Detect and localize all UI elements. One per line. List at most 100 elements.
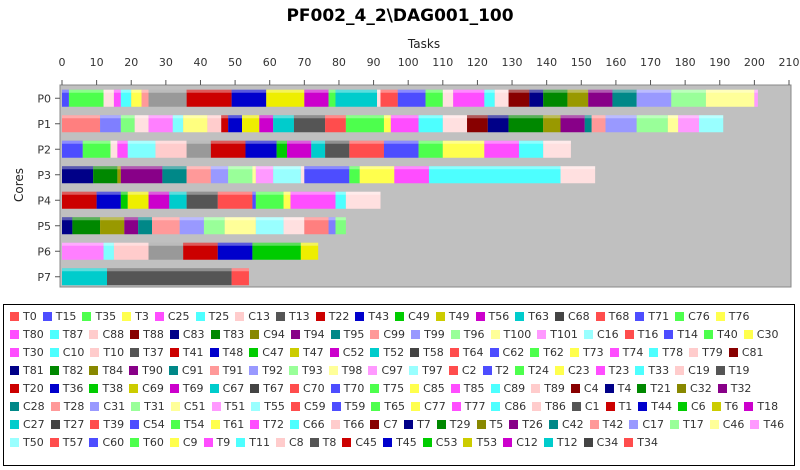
task-bar	[68, 89, 104, 107]
task-bar-highlight	[359, 166, 395, 170]
task-bar	[508, 89, 530, 107]
x-tick-label: 60	[263, 56, 277, 69]
legend-swatch	[410, 347, 420, 357]
task-bar	[62, 268, 108, 286]
core-label: P3	[37, 169, 51, 182]
legend-label: T33	[648, 363, 670, 377]
task-bar	[228, 115, 243, 133]
legend-swatch	[90, 402, 100, 412]
legend-item: T98	[328, 361, 362, 379]
task-bar	[390, 115, 419, 133]
legend-item: T90	[129, 361, 163, 379]
legend-label: T38	[102, 381, 124, 395]
task-bar-highlight	[287, 140, 312, 144]
task-bar	[231, 268, 249, 286]
task-bar	[120, 166, 163, 184]
legend-item: C19	[675, 361, 710, 379]
task-bar	[442, 140, 485, 158]
legend-label: T99	[424, 327, 445, 341]
legend-swatch	[129, 365, 139, 375]
task-bar-highlight	[96, 191, 121, 195]
legend-item: T53	[463, 434, 497, 452]
task-bar	[335, 89, 378, 107]
legend-label: C53	[435, 436, 458, 450]
legend-label: C2	[461, 363, 477, 377]
legend-label: T25	[208, 309, 230, 323]
legend-label: T26	[522, 418, 543, 432]
legend-item: C88	[89, 325, 124, 343]
task-bar	[588, 89, 613, 107]
legend-swatch	[532, 402, 542, 412]
task-bar	[304, 217, 329, 235]
task-bar	[120, 89, 132, 107]
legend-swatch	[635, 365, 645, 375]
task-bar-highlight	[560, 166, 596, 170]
legend-item: C2	[448, 361, 477, 379]
legend-label: C31	[103, 400, 126, 414]
legend-swatch	[10, 347, 19, 357]
legend-label: T75	[383, 381, 405, 395]
legend-swatch	[624, 438, 634, 448]
task-bar-highlight	[103, 242, 114, 246]
gantt-chart: PF002_4_2\DAG001_100 Tasks Cores 0 10 20 30…	[12, 6, 800, 288]
legend-item: C66	[289, 416, 325, 434]
legend-swatch	[689, 347, 699, 357]
legend-label: C25	[167, 309, 190, 323]
legend-label: T90	[142, 363, 163, 377]
task-bar	[328, 89, 336, 107]
legend-label: T63	[528, 309, 549, 323]
legend-label: C51	[183, 400, 206, 414]
task-bar	[252, 242, 301, 260]
task-bar	[678, 115, 699, 133]
task-bar	[518, 140, 544, 158]
legend-label: C62	[502, 345, 525, 359]
legend-swatch	[290, 402, 300, 412]
legend-item: T81	[10, 361, 44, 379]
task-bar	[62, 115, 101, 133]
x-tick-label: 200	[744, 56, 765, 69]
legend-item: T20	[10, 379, 44, 397]
x-tick-label: 160	[605, 56, 626, 69]
legend-item: T11	[236, 434, 270, 452]
legend-label: C47	[262, 345, 284, 359]
legend-label: T70	[343, 381, 365, 395]
task-bar	[141, 89, 149, 107]
legend-item: T75	[370, 379, 404, 397]
task-bar	[96, 191, 121, 209]
legend-label: C91	[181, 363, 204, 377]
legend-label: T50	[23, 436, 44, 450]
legend-label: C45	[355, 436, 378, 450]
task-bar	[325, 115, 346, 133]
legend-item: T55	[251, 397, 285, 415]
legend-item: T26	[509, 416, 543, 434]
task-bar-highlight	[172, 115, 184, 119]
task-bar	[442, 89, 454, 107]
legend-label: T61	[223, 418, 245, 432]
legend-label: T18	[757, 400, 779, 414]
legend-item: C7	[370, 416, 398, 434]
legend-swatch	[569, 347, 579, 357]
legend-label: T71	[648, 309, 670, 323]
task-bar-highlight	[217, 191, 253, 195]
legend-label: T69	[182, 381, 204, 395]
legend-swatch	[42, 311, 52, 321]
legend-label: C17	[642, 418, 665, 432]
x-tick-label: 0	[59, 56, 66, 69]
legend-swatch	[677, 383, 687, 393]
legend-label: T94	[303, 327, 325, 341]
task-bar-highlight	[300, 242, 319, 246]
legend-label: T74	[622, 345, 644, 359]
task-bar-highlight	[349, 140, 384, 144]
task-bar	[183, 115, 208, 133]
legend-item: C42	[548, 416, 584, 434]
legend-swatch	[210, 420, 220, 430]
task-bar-highlight	[290, 191, 336, 195]
legend-label: C30	[756, 327, 779, 341]
task-bar	[428, 166, 561, 184]
legend-swatch	[451, 402, 461, 412]
task-bar-highlight	[62, 166, 94, 170]
legend-swatch	[89, 365, 99, 375]
legend-item: T94	[290, 325, 325, 343]
task-bar	[62, 140, 83, 158]
legend-label: C60	[102, 436, 125, 450]
